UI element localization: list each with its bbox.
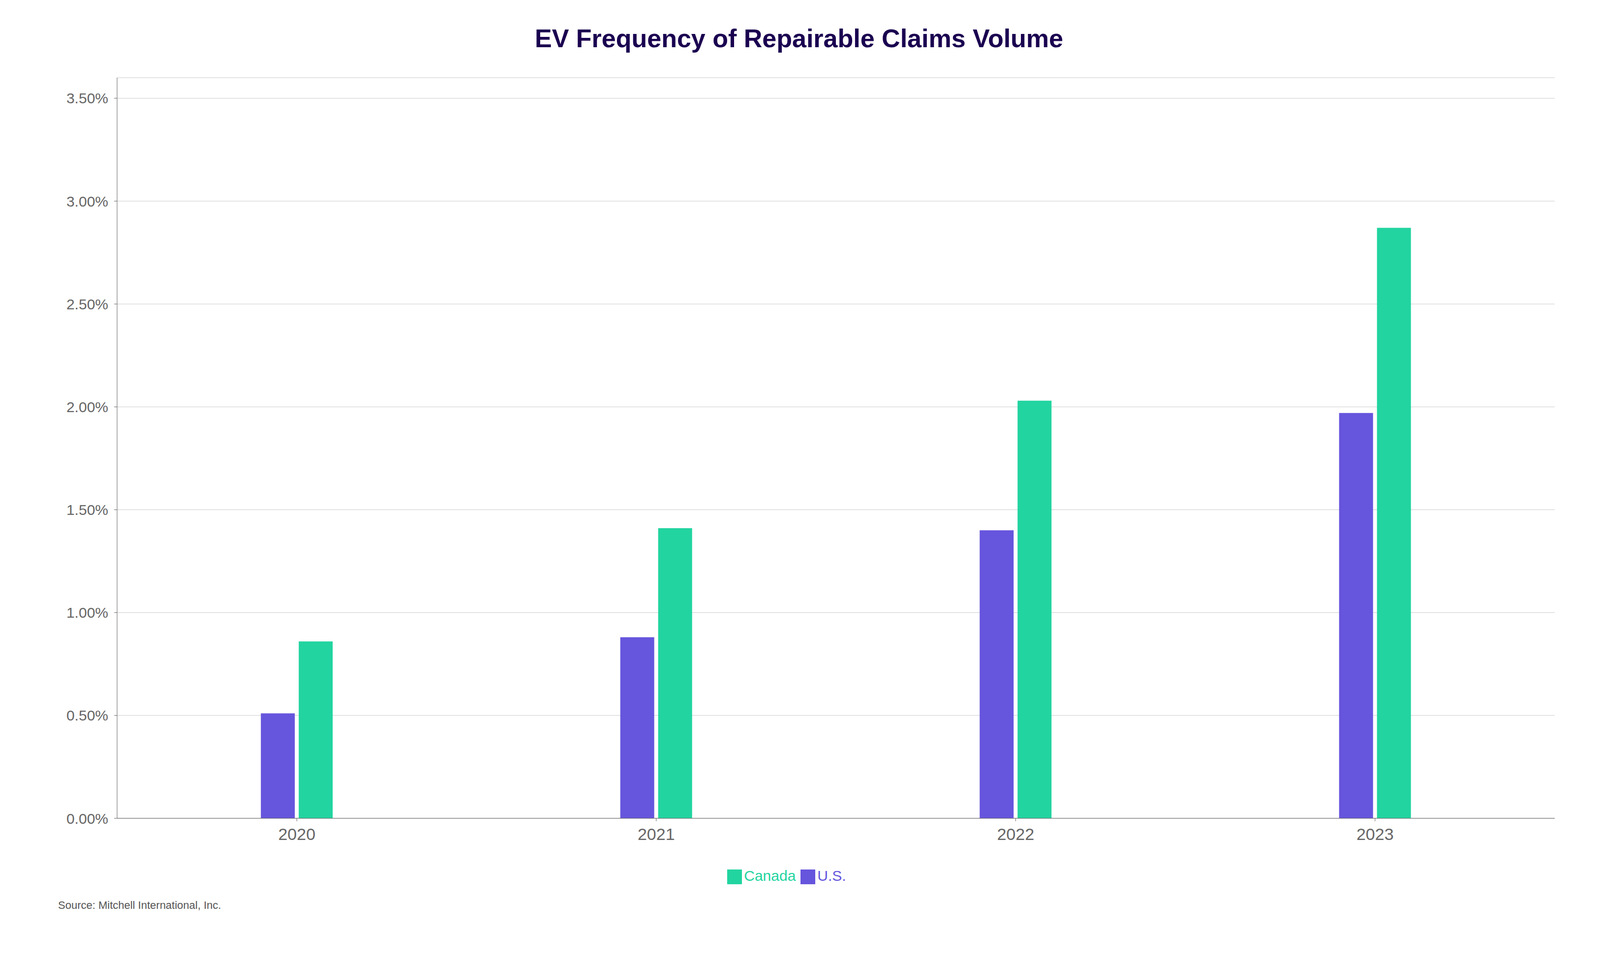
svg-text:0.00%: 0.00% [66,810,109,828]
html-text:EV Frequency of Repairable Cla: EV Frequency of Repairable Claims Volume [534,24,1064,53]
svg-text:2.50%: 2.50% [66,296,109,313]
svg-text:2023: 2023 [1356,825,1394,844]
svg-text:1.50%: 1.50% [66,501,109,519]
svg-text:2022: 2022 [996,825,1035,844]
svg-text:3.50%: 3.50% [66,90,109,107]
html-text:Canada: Canada [744,867,796,885]
svg-text:2020: 2020 [277,825,316,844]
svg-text:0.50%: 0.50% [66,707,109,724]
html-text:Source: Mitchell International: Source: Mitchell International, Inc. [58,899,222,912]
svg-text:2021: 2021 [637,825,676,844]
html-text:U.S.: U.S. [817,867,847,885]
svg-text:1.00%: 1.00% [66,604,109,621]
svg-text:2.00%: 2.00% [66,399,109,416]
svg-text:3.00%: 3.00% [66,193,109,210]
